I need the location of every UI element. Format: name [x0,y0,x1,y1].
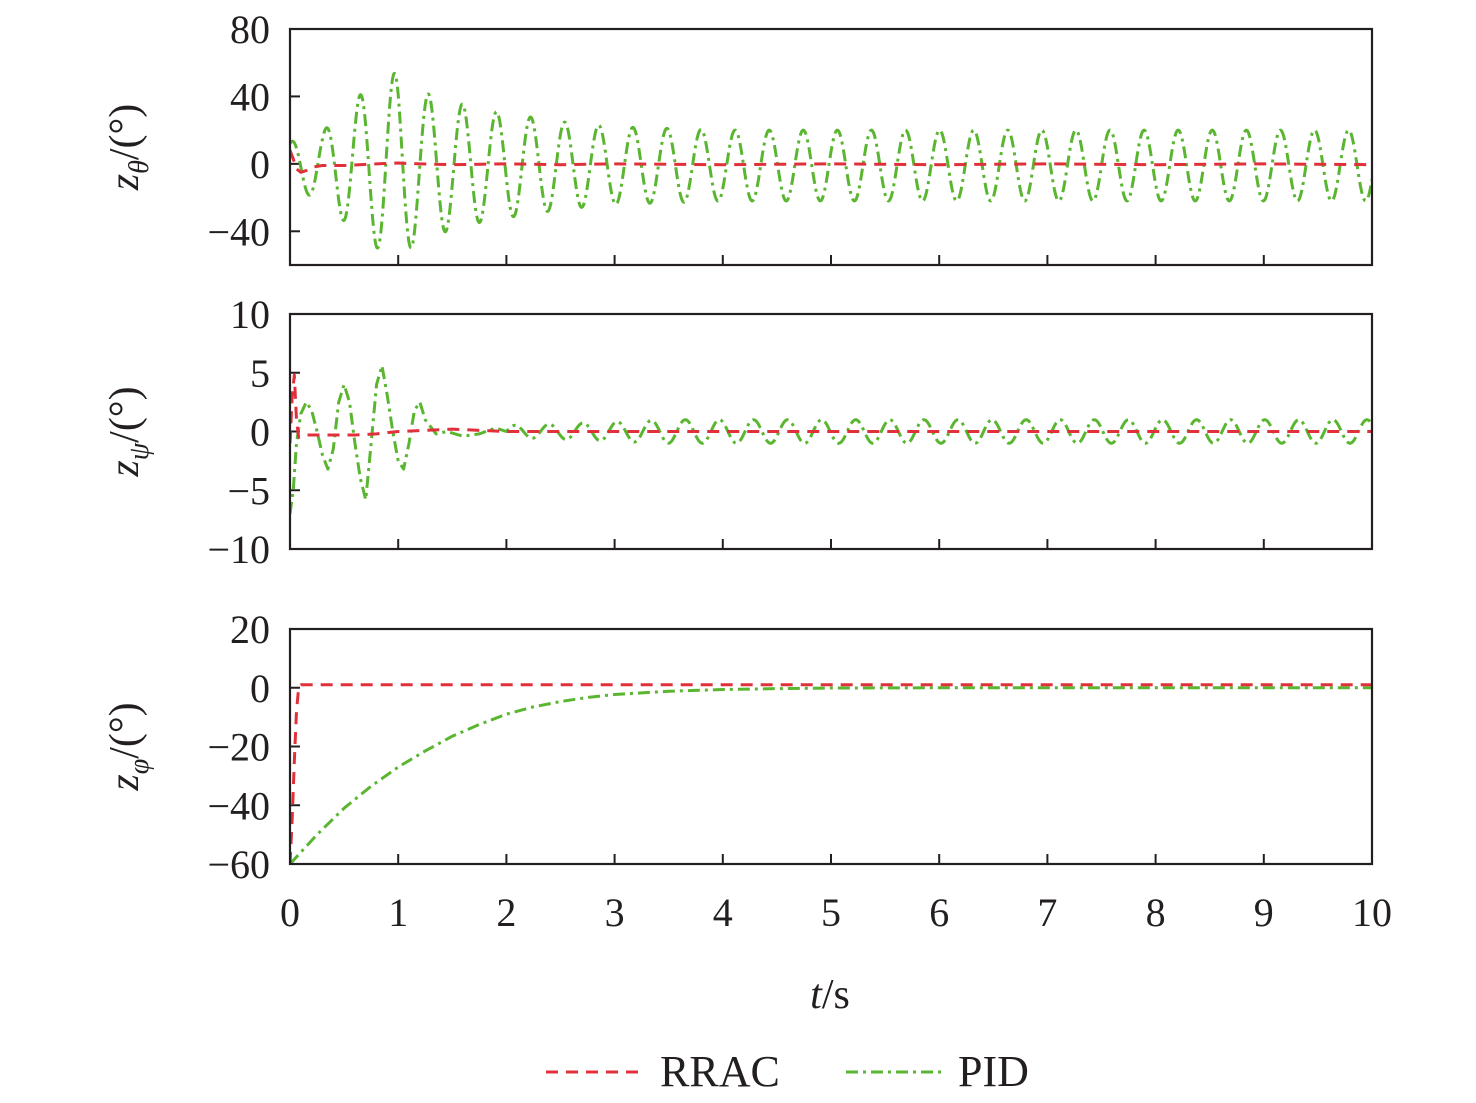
y-tick-label-z-psi-1: 5 [250,351,270,396]
x-tick-label-8: 8 [1146,890,1166,935]
series-pid-z-theta [290,71,1372,250]
x-tick-label-7: 7 [1037,890,1057,935]
x-tick-label-2: 2 [496,890,516,935]
y-tick-label-z-phi-3: −40 [207,783,270,828]
legend-item-pid[interactable]: PID [846,1047,1029,1096]
x-tick-label-6: 6 [929,890,949,935]
y-tick-label-z-theta-0: 80 [230,7,270,52]
x-axis-unit: /s [822,972,850,1018]
legend: RRAC PID [546,1047,1029,1096]
x-tick-label-5: 5 [821,890,841,935]
panel-z-psi: 10 5 0 −5 −10 zψ/(°) [102,292,1374,572]
legend-label-pid: PID [958,1047,1029,1096]
svg-text:t/s: t/s [810,972,850,1018]
y-tick-label-z-psi-4: −10 [207,527,270,572]
y-tick-label-z-psi-0: 10 [230,292,270,337]
x-tick-labels: 0 1 2 3 4 5 6 7 8 9 10 [280,890,1392,935]
y-axis-title-z-phi: zφ/(°) [102,702,155,791]
series-pid-z-psi [290,364,1372,514]
plot-frame-z-phi [288,627,1374,866]
panel-z-theta: 80 40 0 −40 zθ/(°) [102,7,1374,267]
y-tick-label-z-theta-3: −40 [207,209,270,254]
legend-label-rrac: RRAC [660,1047,780,1096]
x-tick-label-9: 9 [1254,890,1274,935]
plot-frame-z-psi [288,312,1374,551]
x-tick-label-4: 4 [713,890,733,935]
y-axis-title-z-psi: zψ/(°) [102,386,155,477]
y-tick-label-z-psi-2: 0 [250,410,270,455]
y-tick-label-z-phi-4: −60 [207,842,270,887]
y-tick-label-z-phi-0: 20 [230,607,270,652]
panel-z-phi: 20 0 −20 −40 −60 zφ/(°) [102,607,1374,887]
series-rrac-z-theta [290,149,1372,174]
y-tick-label-z-phi-2: −20 [207,725,270,770]
x-tick-label-0: 0 [280,890,300,935]
y-axis-title-z-theta: zθ/(°) [102,104,155,192]
y-tick-label-z-theta-2: 0 [250,142,270,187]
series-rrac-z-phi [290,683,1372,864]
series-pid-z-phi [290,686,1372,864]
x-tick-label-3: 3 [605,890,625,935]
y-tick-label-z-phi-1: 0 [250,666,270,711]
legend-item-rrac[interactable]: RRAC [546,1047,780,1096]
panels: 80400−40zθ/(°)1050−5−10zψ/(°)200−20−40−6… [102,7,1392,935]
y-tick-label-z-psi-3: −5 [227,468,270,513]
x-tick-label-10: 10 [1352,890,1392,935]
y-tick-label-z-theta-1: 40 [230,74,270,119]
x-axis-var: t [810,972,823,1018]
plot-frame-z-theta [288,27,1374,267]
x-tick-label-1: 1 [388,890,408,935]
x-axis-title: t/s [810,972,850,1018]
series-rrac-z-psi [290,373,1372,444]
